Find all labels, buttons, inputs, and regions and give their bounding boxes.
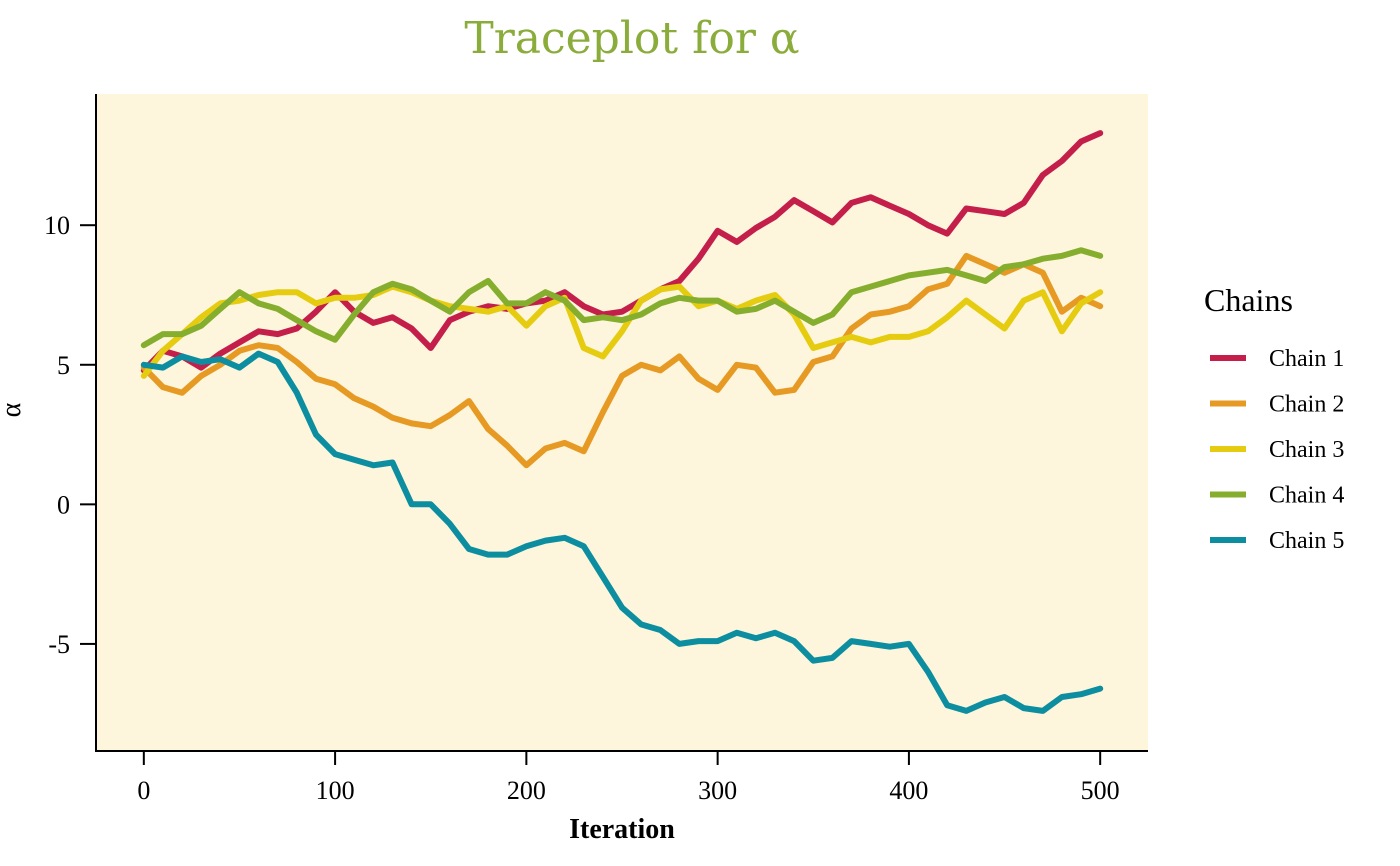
series-line-chain-2 — [140, 252, 1104, 469]
y-tick-label: -5 — [48, 630, 70, 659]
y-tick-label: 0 — [57, 490, 70, 519]
legend-label-chain-4: Chain 4 — [1269, 483, 1344, 509]
y-axis-label: α — [0, 402, 27, 417]
series-line-chain-3 — [140, 283, 1104, 379]
chart-title: Traceplot for α — [464, 13, 799, 64]
x-tick-label: 0 — [137, 776, 150, 805]
series-layer — [140, 130, 1104, 714]
x-tick-label: 300 — [698, 776, 737, 805]
x-axis-ticks: 0 100 200 300 400 500 — [137, 751, 1120, 805]
x-tick-label: 500 — [1081, 776, 1120, 805]
series-line-chain-4 — [140, 247, 1104, 349]
legend-label-chain-5: Chain 5 — [1269, 528, 1344, 554]
y-tick-label: 10 — [44, 211, 70, 240]
series-line-chain-5 — [140, 350, 1104, 714]
x-tick-label: 200 — [507, 776, 546, 805]
legend-title: Chains — [1204, 282, 1293, 318]
x-tick-label: 400 — [889, 776, 928, 805]
legend-items: Chain 1 Chain 2 Chain 3 Chain 4 Chain 5 — [1210, 346, 1344, 554]
legend-label-chain-2: Chain 2 — [1269, 392, 1344, 418]
legend-label-chain-3: Chain 3 — [1269, 437, 1344, 463]
y-tick-label: 5 — [57, 351, 70, 380]
x-axis-label: Iteration — [569, 814, 675, 845]
x-tick-label: 100 — [316, 776, 355, 805]
y-axis-ticks: -5 0 5 10 — [44, 211, 96, 659]
legend-label-chain-1: Chain 1 — [1269, 346, 1344, 372]
plot-panel — [96, 94, 1148, 750]
